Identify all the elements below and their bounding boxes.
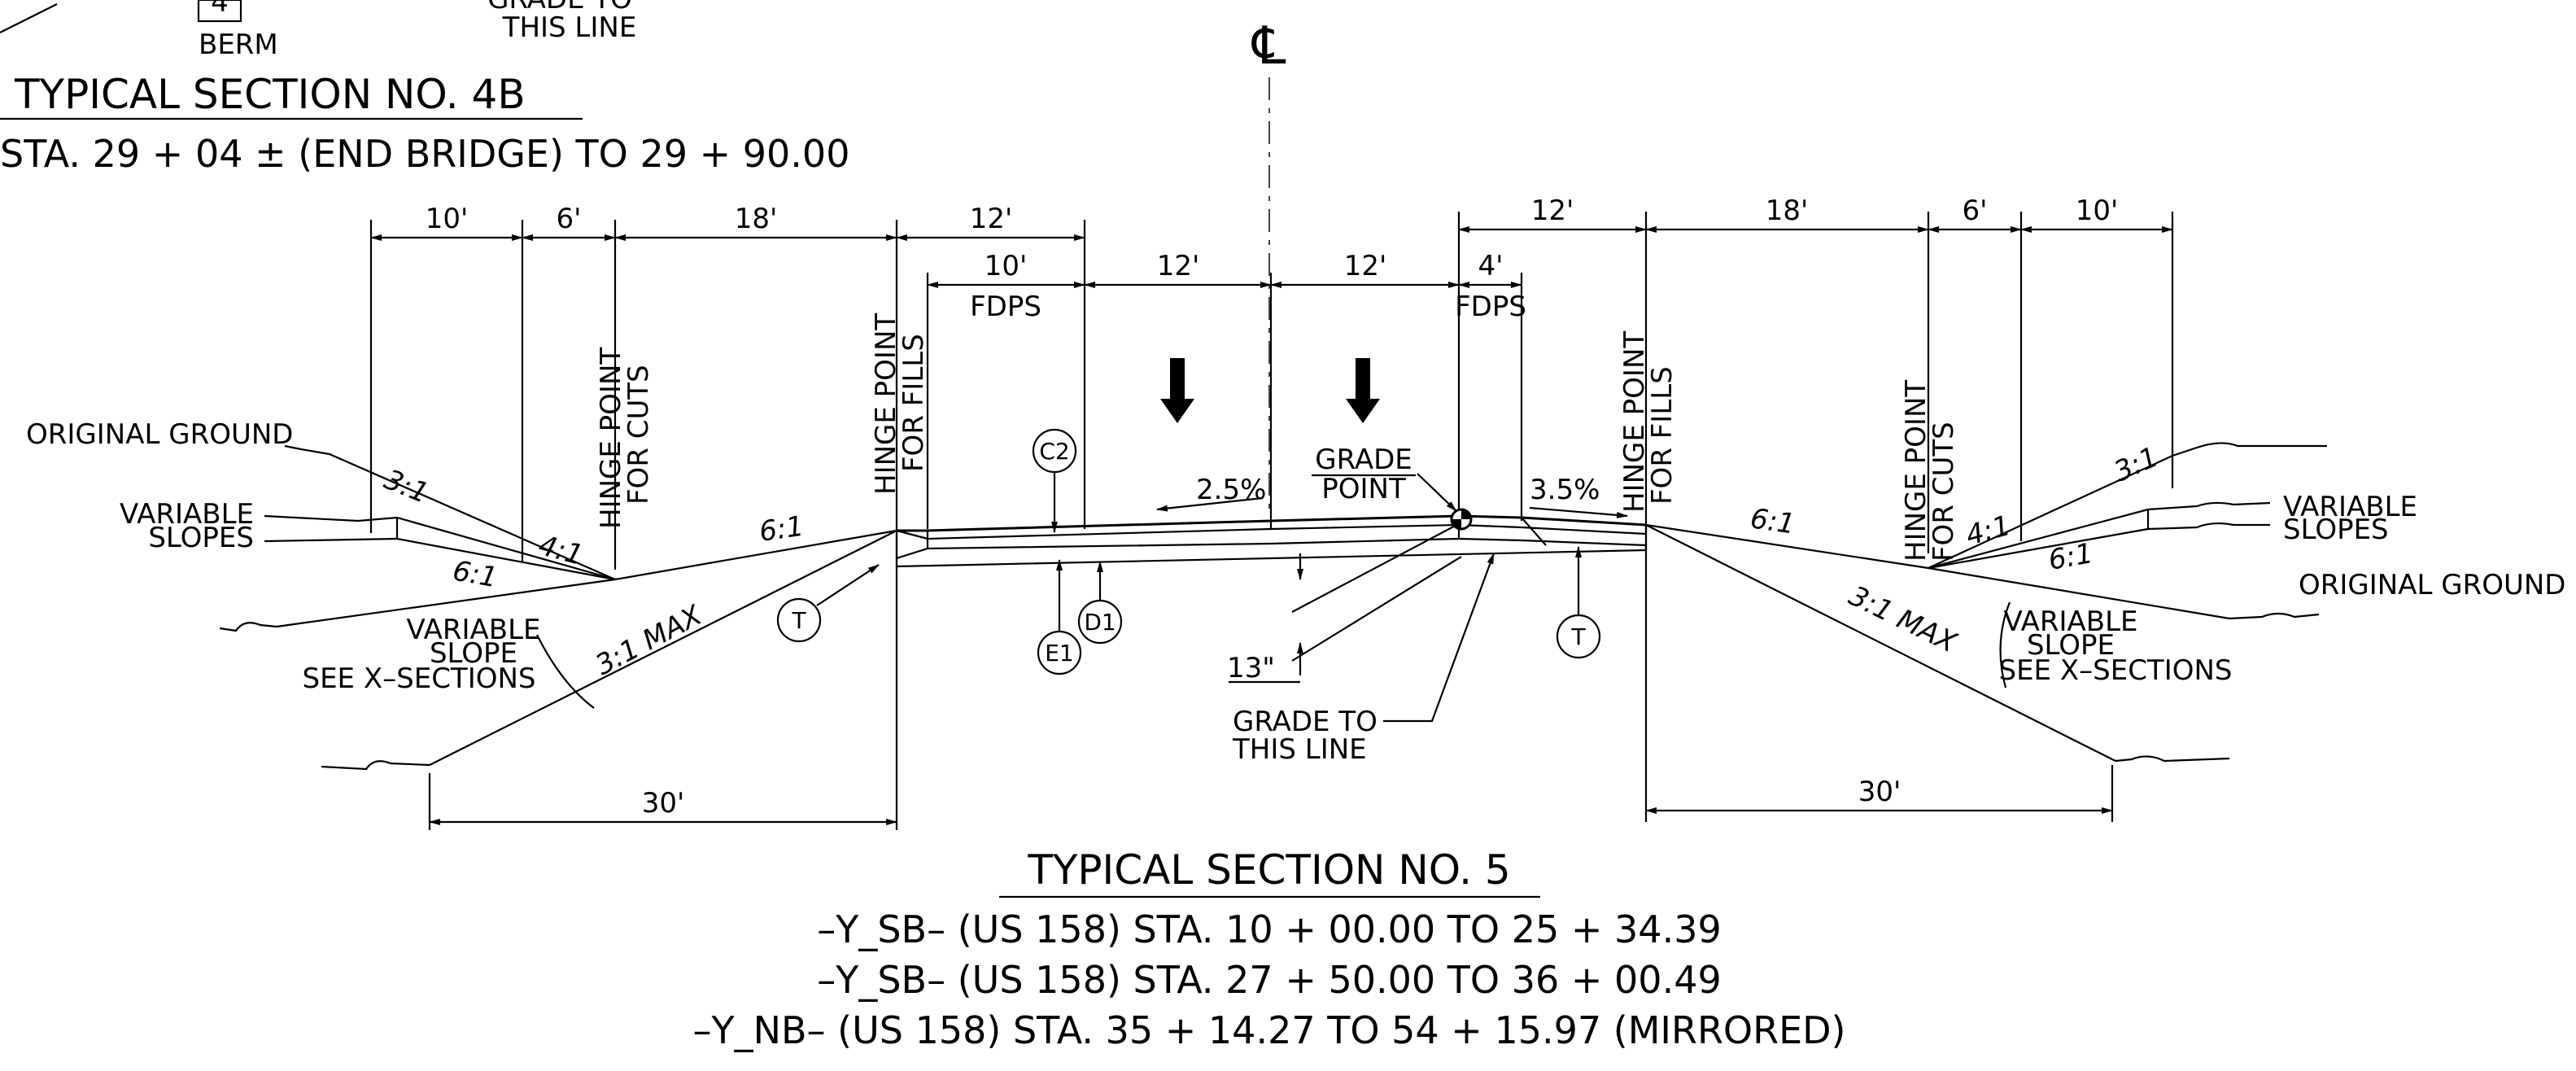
prev-section-station: STA. 29 + 04 ± (END BRIDGE) TO 29 + 90.0… [0, 132, 849, 176]
variable-slope-right-2: SLOPE [2027, 629, 2115, 662]
slope-line-3to1-left [329, 452, 616, 581]
hinge-cuts-left-2: FOR CUTS [622, 365, 655, 505]
hinge-fills-right-1: HINGE POINT [1618, 331, 1651, 513]
dim-left-fdps-10: 10' [985, 250, 1028, 282]
roadway-section [895, 508, 1648, 568]
bottom-dimensions: 30' 30' [429, 776, 2113, 825]
dim-left-12: 12' [970, 203, 1013, 235]
slope-4to1-right: 4:1 [1963, 509, 2014, 553]
hinge-cuts-left-1: HINGE POINT [595, 348, 627, 529]
fdps-label-left: FDPS [970, 291, 1041, 323]
depth-13-label: 13" [1227, 652, 1275, 684]
dimensions-left: 10' 6' 18' 12' 10' FDPS 12' [370, 203, 1272, 323]
dim-left-18: 18' [735, 203, 778, 235]
slope-6to1-left-lower: 6:1 [450, 554, 500, 594]
left-slopes [219, 444, 897, 771]
dim-lane-right-12: 12' [1344, 250, 1387, 282]
variable-slope-left-3: SEE X–SECTIONS [302, 662, 535, 695]
cross-slopes: 2.5% 3.5% [1156, 358, 1628, 518]
grade-annotations: GRADE POINT 13" GRADE TO THIS LINE [1227, 444, 1495, 766]
callout-t-left: T [791, 607, 806, 634]
prev-section-fragment: 4 BERM GRADE TO THIS LINE TYPICAL SECTIO… [0, 0, 849, 176]
grade-point-label-2: POINT [1321, 473, 1406, 505]
dim-lane-left-12: 12' [1157, 250, 1200, 282]
dim-left-6: 6' [557, 203, 582, 235]
dimensions-right: 12' 4' FDPS 12' 18' 6' 10' [1270, 195, 2173, 323]
variable-slope-left-2: SLOPE [430, 637, 517, 670]
prev-section-title: TYPICAL SECTION NO. 4B [14, 71, 526, 118]
callout-c2: C2 [1039, 438, 1069, 465]
grade-point-label-1: GRADE [1315, 444, 1412, 476]
hinge-fills-right-2: FOR FILLS [1646, 366, 1679, 505]
dim-right-12: 12' [1531, 195, 1574, 227]
grade-to-line-2: THIS LINE [1232, 733, 1367, 766]
hinge-cuts-right-2: FOR CUTS [1928, 422, 1960, 562]
extension-lines [369, 212, 2174, 830]
variable-slopes-left-1: VARIABLE [120, 498, 254, 531]
traffic-arrow-right-icon [1346, 358, 1380, 423]
slope-3to1max-right: 3:1 MAX [1844, 579, 1962, 659]
right-slopes [1645, 442, 2327, 763]
section-title-block: TYPICAL SECTION NO. 5 –Y_SB– (US 158) ST… [692, 846, 1845, 1052]
dim-right-10: 10' [2076, 195, 2119, 227]
bottom-dim-right: 30' [1858, 776, 1901, 808]
variable-slope-left-1: VARIABLE [406, 614, 540, 646]
prev-grade-label-1: GRADE TO [487, 0, 632, 15]
slope-3to1max-left: 3:1 MAX [590, 599, 707, 682]
hinge-cuts-right-1: HINGE POINT [1900, 380, 1932, 562]
station-row-3: –Y_NB– (US 158) STA. 35 + 14.27 TO 54 + … [692, 1008, 1845, 1052]
station-row-2: –Y_SB– (US 158) STA. 27 + 50.00 TO 36 + … [817, 958, 1721, 1002]
hinge-labels: HINGE POINT FOR CUTS HINGE POINT FOR FIL… [595, 313, 1960, 562]
prev-grade-label-2: THIS LINE [502, 11, 637, 44]
hinge-fills-left-1: HINGE POINT [870, 313, 902, 495]
variable-slope-right-3: SEE X–SECTIONS [1998, 654, 2232, 687]
section-title: TYPICAL SECTION NO. 5 [1027, 846, 1510, 894]
slope-6to1-right-lower: 6:1 [2046, 537, 2096, 577]
dim-right-18: 18' [1766, 195, 1809, 227]
cross-slope-right: 3.5% [1530, 474, 1600, 506]
callout-d1: D1 [1084, 609, 1116, 636]
original-ground-left: ORIGINAL GROUND [26, 418, 293, 451]
traffic-arrow-left-icon [1160, 358, 1194, 423]
grade-to-line-1: GRADE TO [1233, 706, 1378, 738]
slope-6to1-right: 6:1 [1749, 502, 1797, 540]
variable-slopes-right-1: VARIABLE [2283, 491, 2417, 523]
berm-value: 4 [211, 0, 229, 19]
original-ground-right: ORIGINAL GROUND [2299, 569, 2565, 601]
berm-label: BERM [199, 28, 278, 61]
callout-e1: E1 [1045, 640, 1074, 667]
berm-box [197, 0, 242, 23]
centerline-symbol: ℄ [1251, 16, 1286, 76]
callouts: C2 T E1 D1 T [776, 428, 1601, 675]
slope-3to1-left: 3:1 [380, 463, 434, 510]
variable-slopes-right-2: SLOPES [2283, 514, 2389, 546]
dim-right-fdps-4: 4' [1478, 250, 1504, 282]
variable-slopes-left-2: SLOPES [148, 522, 254, 554]
fdps-label-right: FDPS [1455, 291, 1526, 323]
dim-right-6: 6' [1963, 195, 1988, 227]
bottom-dim-left: 30' [642, 787, 685, 820]
prev-slope-line [0, 3, 58, 33]
side-labels: ORIGINAL GROUND VARIABLE SLOPES VARIABLE… [26, 418, 2565, 695]
hinge-fills-left-2: FOR FILLS [897, 334, 930, 472]
station-row-1: –Y_SB– (US 158) STA. 10 + 00.00 TO 25 + … [817, 907, 1721, 951]
dim-left-10: 10' [426, 203, 469, 235]
slope-6to1-left: 6:1 [758, 510, 806, 549]
variable-slope-right-1: VARIABLE [2003, 605, 2137, 638]
callout-t-right: T [1570, 623, 1586, 650]
